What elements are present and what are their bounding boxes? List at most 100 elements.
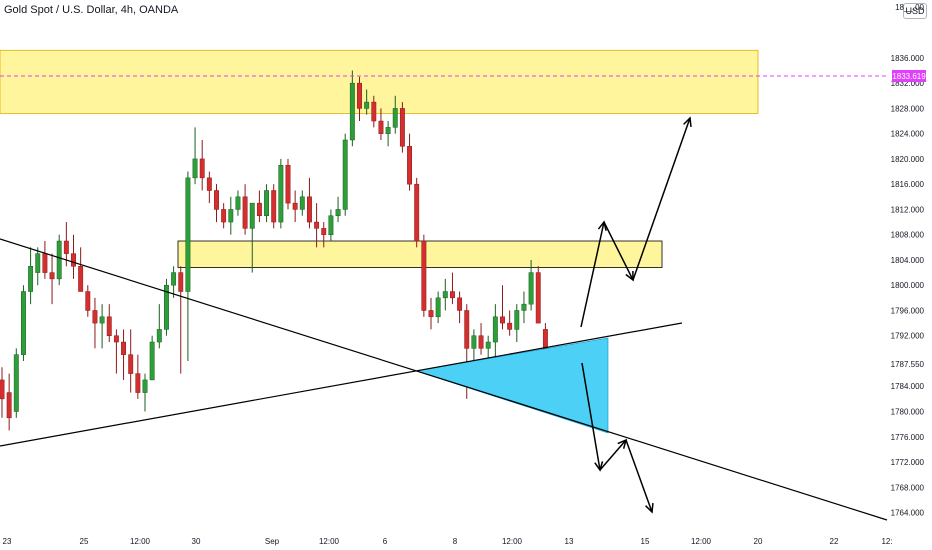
candle	[264, 184, 270, 223]
candle	[399, 102, 405, 153]
candle-body	[471, 335, 477, 349]
drawings-layer	[0, 75, 888, 521]
candle-body	[342, 139, 348, 210]
candle-body	[285, 164, 291, 204]
candle-body	[178, 272, 184, 292]
candle	[78, 247, 84, 292]
bull-arrow-3-head	[683, 116, 692, 128]
candle	[0, 367, 5, 418]
candle	[471, 329, 477, 361]
candle	[507, 310, 513, 336]
x-tick-label: 12:00	[502, 537, 523, 546]
candle-body	[407, 146, 413, 185]
y-tick-label: 18__.00	[895, 3, 924, 12]
candle-body	[528, 272, 534, 305]
candle	[299, 190, 305, 216]
bull-arrow-2	[603, 221, 634, 281]
y-tick-label: 1828.000	[891, 104, 925, 113]
candle-body	[314, 221, 320, 229]
y-tick-label: 1787.550	[891, 360, 925, 369]
candle-body	[335, 209, 341, 216]
candle	[285, 158, 291, 210]
candle-body	[199, 158, 205, 179]
candle	[392, 95, 398, 134]
wedge-triangle	[415, 337, 609, 434]
candle	[21, 285, 26, 361]
candle	[56, 234, 62, 286]
current-price-tag: 1833.619	[892, 72, 926, 81]
candle-body	[321, 228, 327, 235]
time-axis[interactable]: 23 25 12:00 30 Sep 12:00 6 8 12:00 13 15 12:00 20 22 1…	[3, 537, 893, 546]
candle	[256, 190, 262, 223]
candle-body	[292, 202, 298, 210]
candle	[335, 196, 341, 223]
candle-body	[385, 127, 391, 134]
candle-body	[78, 266, 84, 292]
x-tick-label: 25	[80, 537, 89, 546]
chart-title: Gold Spot / U.S. Dollar, 4h, OANDA	[4, 4, 179, 16]
candle	[199, 139, 205, 191]
candle	[271, 184, 277, 229]
candle-body	[85, 291, 91, 311]
candle-body	[42, 253, 48, 273]
candle	[342, 133, 348, 216]
y-tick-label: 1808.000	[891, 231, 925, 240]
candle	[113, 329, 119, 374]
candle	[428, 297, 434, 330]
candle	[457, 291, 463, 324]
y-tick-label: 1792.000	[891, 332, 925, 341]
candle	[106, 304, 112, 343]
candle	[235, 190, 241, 216]
candle-body	[142, 379, 148, 393]
y-tick-label: 1776.000	[891, 433, 925, 442]
candle-body	[235, 196, 241, 210]
candle	[442, 278, 448, 311]
candle-body	[514, 310, 520, 330]
candle	[314, 203, 320, 248]
candle-body	[214, 190, 219, 210]
candle-body	[135, 373, 141, 393]
candle	[328, 209, 334, 242]
candle	[135, 354, 141, 399]
candle-body	[92, 310, 98, 324]
price-tag-bg	[892, 70, 926, 82]
candle-body	[521, 303, 527, 311]
candle-body	[164, 284, 169, 330]
candle	[156, 304, 162, 349]
candle-body	[464, 310, 470, 349]
candle-body	[185, 177, 191, 292]
candle	[528, 259, 534, 311]
candle-body	[99, 316, 105, 324]
candle	[364, 89, 370, 115]
candle-body	[428, 310, 434, 318]
y-tick-label: 1796.000	[891, 306, 925, 315]
candle-body	[349, 82, 355, 141]
candle-body	[121, 341, 126, 355]
y-tick-label: 1812.000	[891, 205, 925, 214]
candle-body	[421, 240, 427, 311]
candle-body	[307, 196, 312, 223]
candle	[521, 291, 527, 324]
candle	[228, 196, 234, 235]
candle	[128, 329, 134, 393]
bull-arrow-1	[580, 221, 605, 328]
candle	[242, 184, 248, 235]
candle-body	[299, 196, 305, 210]
candle	[192, 127, 198, 185]
candle	[321, 222, 327, 248]
candle-body	[49, 272, 55, 280]
currency-button[interactable]: USD	[903, 3, 927, 19]
candle-body	[500, 316, 505, 324]
candle	[500, 285, 505, 330]
price-axis[interactable]: 1836.000 1832.000 1828.000 1824.000 1820.000…	[891, 3, 927, 518]
candle-body	[256, 202, 262, 216]
candle-body	[192, 158, 198, 179]
y-tick-label: 1836.000	[891, 54, 925, 63]
candle	[535, 266, 541, 324]
candle	[307, 177, 312, 229]
candle-body	[392, 108, 398, 128]
y-tick-label: 1800.000	[891, 281, 925, 290]
candle-body	[378, 120, 384, 134]
candle-body	[485, 341, 491, 349]
